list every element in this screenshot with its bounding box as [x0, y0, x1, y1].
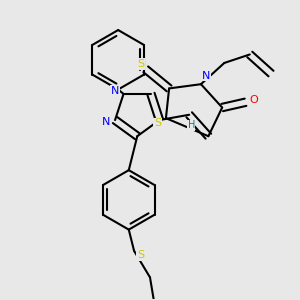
Text: H: H [188, 120, 195, 130]
Text: N: N [102, 117, 111, 127]
Text: S: S [137, 250, 144, 260]
Text: N: N [111, 86, 119, 96]
Text: S: S [137, 59, 144, 69]
Text: O: O [250, 95, 258, 105]
Text: N: N [202, 71, 210, 81]
Text: S: S [154, 118, 161, 128]
